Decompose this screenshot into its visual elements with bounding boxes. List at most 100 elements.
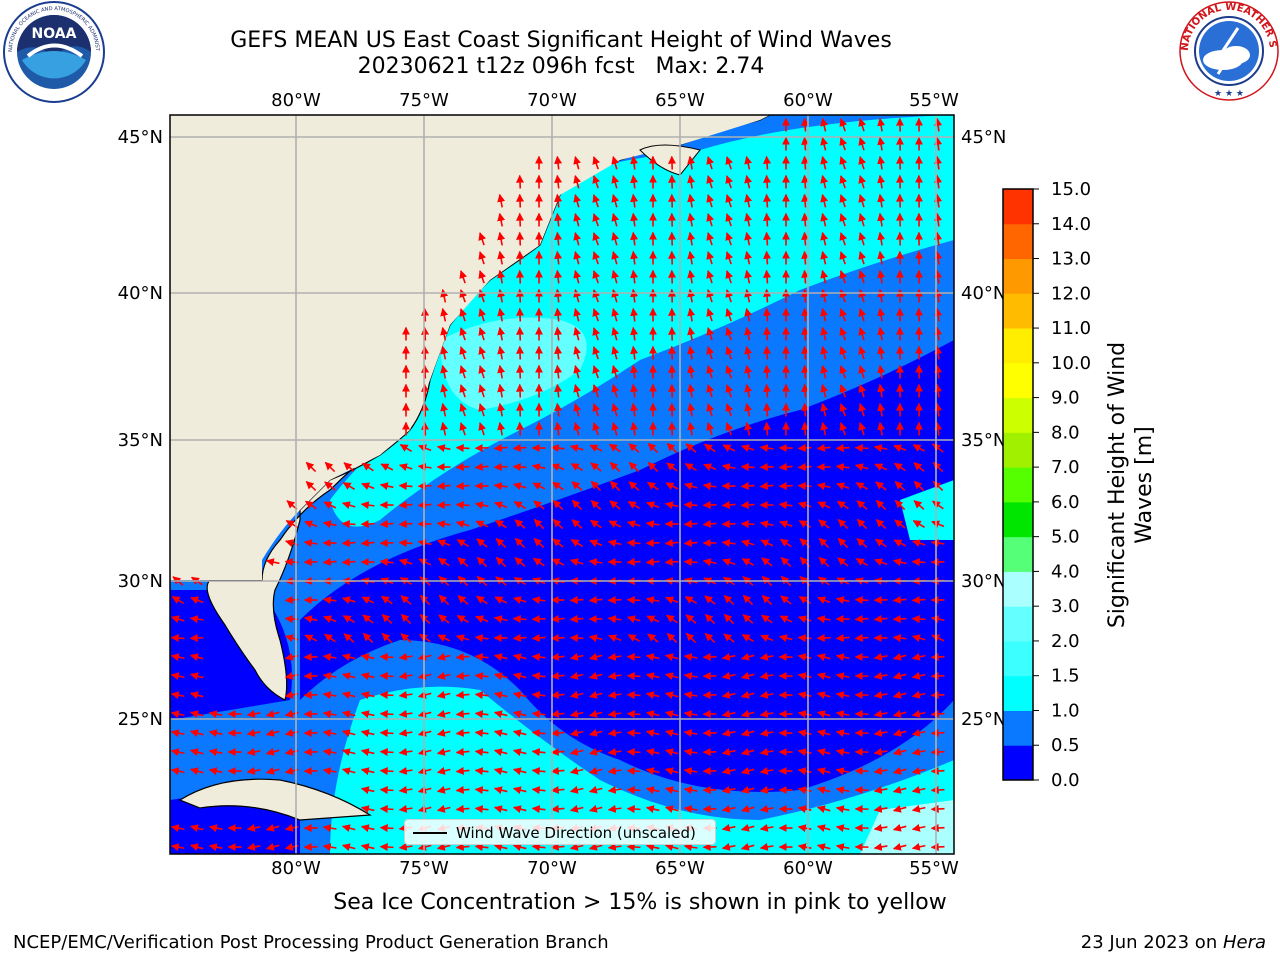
wind-wave-arrow xyxy=(303,615,318,624)
colorbar-tick-label: 0.0 xyxy=(1051,770,1080,791)
wind-wave-arrow xyxy=(607,615,622,624)
wind-wave-arrow xyxy=(839,251,848,265)
wind-wave-arrow xyxy=(934,117,943,132)
wind-wave-arrow xyxy=(554,364,563,379)
wind-wave-arrow xyxy=(573,269,582,284)
wind-wave-arrow xyxy=(379,653,394,662)
wind-wave-arrow xyxy=(440,421,449,436)
wind-wave-arrow xyxy=(361,462,374,472)
ocean-wave-band-0.0-0.5 xyxy=(300,340,954,792)
wind-wave-arrow xyxy=(611,402,620,417)
wind-wave-arrow xyxy=(801,269,810,284)
wind-wave-arrow xyxy=(858,137,867,151)
wind-wave-arrow xyxy=(801,402,810,417)
wind-wave-arrow xyxy=(664,729,679,738)
wind-wave-arrow xyxy=(820,231,829,246)
wind-wave-arrow xyxy=(763,364,772,379)
wind-wave-arrow xyxy=(665,614,678,624)
wind-wave-arrow xyxy=(760,634,774,642)
wind-wave-arrow xyxy=(417,709,432,718)
wind-wave-arrow xyxy=(607,842,622,851)
colorbar-tick-label: 15.0 xyxy=(1051,179,1091,200)
wind-wave-arrow xyxy=(459,403,468,417)
wind-wave-arrow xyxy=(877,364,886,379)
wind-wave-arrow xyxy=(342,501,356,510)
wind-wave-arrow xyxy=(474,462,489,471)
lon-label-bottom: 70°W xyxy=(527,858,577,879)
wind-wave-arrow xyxy=(531,691,546,700)
wind-wave-arrow xyxy=(170,748,185,757)
wind-wave-arrow xyxy=(630,345,639,360)
wind-wave-arrow xyxy=(246,747,261,756)
wind-wave-arrow xyxy=(322,596,337,605)
wind-wave-arrow xyxy=(858,327,867,341)
wind-wave-arrow xyxy=(379,482,394,491)
wind-wave-arrow xyxy=(877,231,886,246)
wind-wave-arrow xyxy=(628,443,640,453)
wind-wave-arrow xyxy=(706,213,715,227)
wind-wave-arrow xyxy=(514,519,526,529)
wind-wave-arrow xyxy=(533,500,545,510)
colorbar-segment xyxy=(1003,745,1033,781)
wind-wave-arrow xyxy=(839,365,848,379)
wind-wave-arrow xyxy=(877,345,886,360)
wind-wave-arrow xyxy=(818,519,830,529)
wind-wave-arrow xyxy=(931,634,945,642)
map-area[interactable] xyxy=(170,115,954,854)
wind-wave-arrow xyxy=(459,270,468,284)
wind-wave-arrow xyxy=(436,804,451,813)
wind-wave-arrow xyxy=(440,345,449,360)
wind-wave-arrow xyxy=(573,288,582,303)
wind-wave-arrow xyxy=(341,843,356,852)
wind-wave-arrow xyxy=(497,402,506,417)
colorbar-title-line-1: Significant Height of Wind xyxy=(1105,342,1130,628)
wind-wave-arrow xyxy=(456,614,469,624)
wind-wave-arrow xyxy=(512,786,527,795)
wind-wave-arrow xyxy=(246,728,261,737)
wind-wave-arrow xyxy=(626,596,641,605)
colorbar-segment xyxy=(1003,293,1033,329)
wind-wave-arrow xyxy=(778,501,793,510)
wind-wave-arrow xyxy=(398,558,413,567)
wind-wave-arrow xyxy=(683,519,698,528)
wind-wave-arrow xyxy=(170,653,185,662)
wind-wave-arrow xyxy=(438,614,450,624)
wind-wave-arrow xyxy=(911,595,926,604)
wind-wave-arrow xyxy=(627,500,640,510)
wind-wave-arrow xyxy=(858,289,867,303)
wind-wave-arrow xyxy=(246,823,261,832)
wind-wave-arrow xyxy=(744,155,753,170)
wind-wave-arrow xyxy=(930,652,945,661)
wind-wave-arrow xyxy=(379,538,394,547)
wind-wave-arrow xyxy=(400,633,412,643)
wind-wave-arrow xyxy=(687,212,696,227)
wind-wave-arrow xyxy=(763,250,772,265)
wind-wave-arrow xyxy=(721,690,736,699)
wind-wave-arrow xyxy=(892,595,907,604)
colorbar-title-line-2: Waves [m] xyxy=(1132,426,1157,543)
wind-wave-arrow xyxy=(664,672,679,681)
wind-wave-arrow xyxy=(817,596,831,604)
colorbar-segment xyxy=(1003,189,1033,225)
wind-wave-arrow xyxy=(645,729,660,738)
wind-wave-arrow xyxy=(763,193,772,208)
wind-wave-arrow xyxy=(436,671,451,680)
wind-wave-arrow xyxy=(820,136,829,151)
wind-wave-arrow xyxy=(892,614,907,623)
wind-wave-arrow xyxy=(592,308,600,322)
wind-wave-arrow xyxy=(398,482,413,491)
wind-wave-arrow xyxy=(706,384,715,398)
wind-wave-arrow xyxy=(380,463,394,471)
wind-wave-arrow xyxy=(459,346,468,360)
lat-label-left: 25°N xyxy=(118,709,163,730)
wind-wave-arrow xyxy=(687,421,696,436)
wind-wave-arrow xyxy=(417,671,432,680)
wind-wave-arrow xyxy=(801,421,810,436)
wind-wave-arrow xyxy=(763,212,772,227)
wind-wave-arrow xyxy=(645,748,660,757)
wind-wave-arrow xyxy=(706,175,715,189)
wind-wave-arrow xyxy=(573,307,582,322)
wind-wave-arrow xyxy=(611,345,620,360)
wind-wave-arrow xyxy=(379,824,394,833)
wind-wave-arrow xyxy=(570,558,584,567)
